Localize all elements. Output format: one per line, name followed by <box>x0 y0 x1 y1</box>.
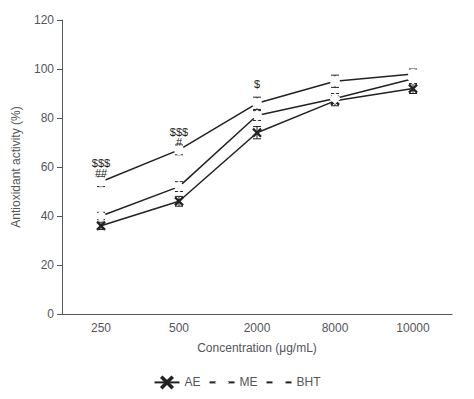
svg-text:60: 60 <box>41 160 55 174</box>
svg-text:250: 250 <box>91 321 111 335</box>
svg-text:BHT: BHT <box>297 375 322 389</box>
svg-text:Antioxidant activity (%): Antioxidant activity (%) <box>9 106 23 227</box>
svg-text:##: ## <box>95 167 108 179</box>
svg-text:Concentration (μg/mL): Concentration (μg/mL) <box>197 341 317 355</box>
svg-text:20: 20 <box>41 258 55 272</box>
svg-text:2000: 2000 <box>244 321 271 335</box>
svg-text:100: 100 <box>34 62 54 76</box>
svg-text:#: # <box>176 136 183 148</box>
svg-text:40: 40 <box>41 209 55 223</box>
svg-text:8000: 8000 <box>322 321 349 335</box>
svg-text:120: 120 <box>34 13 54 27</box>
svg-text:80: 80 <box>41 111 55 125</box>
svg-text:AE: AE <box>184 375 200 389</box>
svg-text:ME: ME <box>240 375 258 389</box>
svg-text:$: $ <box>254 78 260 90</box>
svg-text:500: 500 <box>169 321 189 335</box>
svg-text:10000: 10000 <box>396 321 430 335</box>
svg-text:0: 0 <box>47 307 54 321</box>
